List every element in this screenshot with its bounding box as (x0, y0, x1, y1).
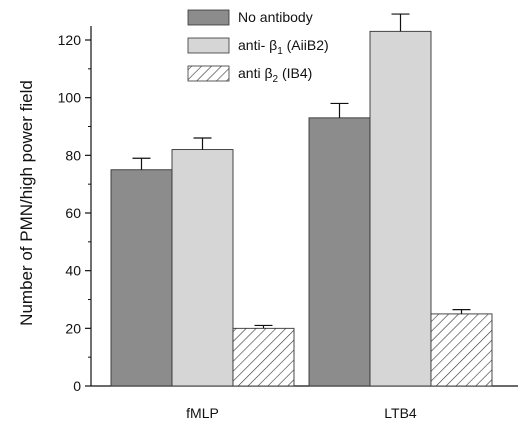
y-tick-label: 100 (58, 90, 82, 106)
error-bars (132, 13, 471, 329)
category-labels: fMLP LTB4 (186, 405, 417, 421)
legend: No antibody anti- β1 (AiiB2) anti β2 (IB… (187, 9, 329, 85)
bar-ltb4-2 (430, 313, 493, 387)
legend-swatch-anti-beta2 (187, 65, 230, 82)
y-ticks: 0 20 40 60 80 100 120 (58, 32, 91, 394)
y-tick-label: 60 (65, 205, 81, 221)
y-tick-label: 20 (65, 320, 81, 336)
legend-item-anti-beta1: anti- β1 (AiiB2) (187, 37, 329, 57)
legend-label-anti-beta2: anti β2 (IB4) (238, 65, 312, 85)
category-label-ltb4: LTB4 (384, 405, 417, 421)
bars (110, 30, 493, 387)
y-tick-label: 0 (73, 378, 81, 394)
bar-fmlp-0 (110, 169, 173, 387)
legend-label-no-antibody: No antibody (238, 9, 313, 25)
legend-swatch-no-antibody (187, 9, 230, 26)
bar-fmlp-2 (232, 327, 295, 387)
y-axis-label: Number of PMN/high power field (17, 80, 36, 326)
legend-item-no-antibody: No antibody (187, 9, 313, 26)
legend-label-anti-beta1: anti- β1 (AiiB2) (238, 37, 329, 57)
legend-item-anti-beta2: anti β2 (IB4) (187, 65, 312, 85)
y-tick-label: 40 (65, 263, 81, 279)
bar-fmlp-1 (171, 149, 234, 387)
category-label-fmlp: fMLP (186, 405, 219, 421)
y-tick-label: 120 (58, 32, 82, 48)
bar-ltb4-1 (369, 30, 432, 387)
legend-swatch-anti-beta1 (187, 37, 230, 54)
y-tick-label: 80 (65, 147, 81, 163)
bar-ltb4-0 (308, 117, 371, 387)
